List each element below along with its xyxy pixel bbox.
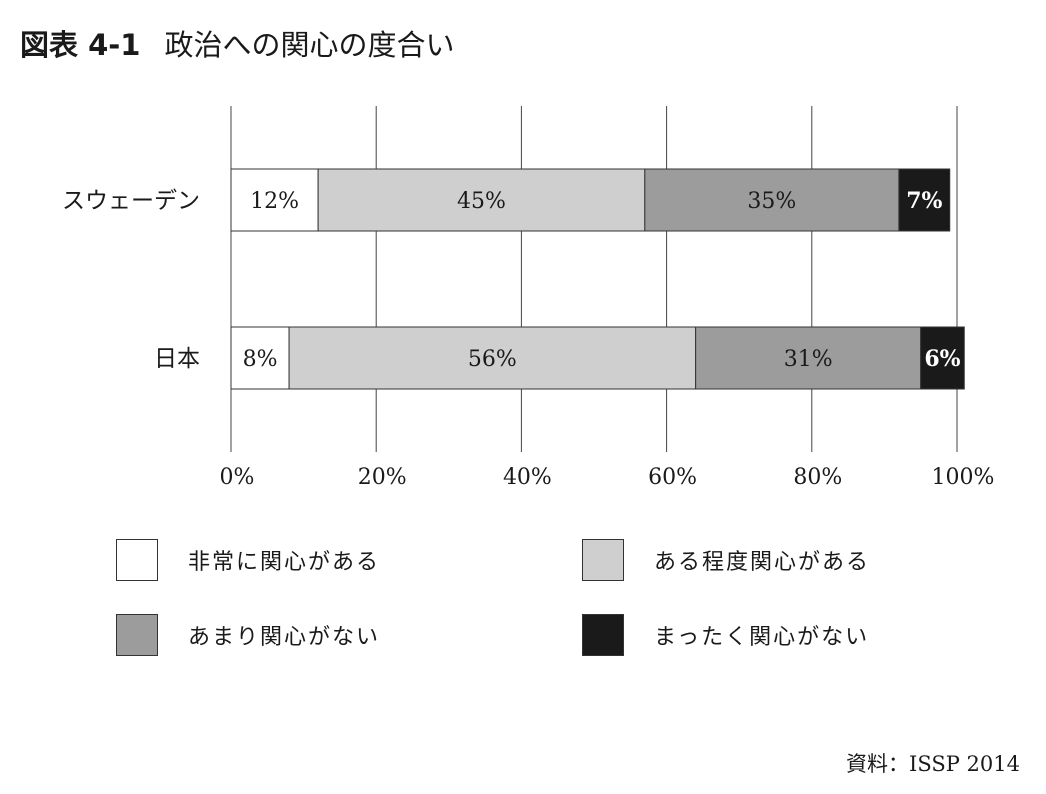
bar-segment-1-1 bbox=[288, 326, 697, 390]
x-tick-label-4: 80% bbox=[793, 465, 842, 490]
data-label-0-2: 35% bbox=[747, 189, 796, 214]
x-tick-label-5: 100% bbox=[932, 465, 995, 490]
stacked-bar-chart: 12% 45% 35% 7% スウェーデン 8% 56% 31% 6% 日本 0% 20% 40% 60%… bbox=[62, 106, 995, 490]
data-label-0-0: 12% bbox=[250, 189, 299, 214]
figure-number: 図表 4-1 bbox=[20, 28, 141, 62]
bar-segment-0-1 bbox=[317, 168, 646, 232]
legend-item-not-very-interested: あまり関心がない bbox=[116, 613, 380, 657]
bar-segment-1-3 bbox=[920, 326, 965, 390]
legend-swatch-very-interested bbox=[116, 539, 158, 581]
legend-item-not-interested-at-all: まったく関心がない bbox=[582, 613, 869, 657]
legend-label-very-interested: 非常に関心がある bbox=[188, 550, 381, 575]
legend-swatch-somewhat-interested bbox=[582, 539, 624, 581]
legend-item-very-interested: 非常に関心がある bbox=[116, 538, 380, 582]
category-label-1: 日本 bbox=[154, 346, 200, 372]
data-label-0-3: 7% bbox=[906, 188, 942, 214]
bar-segment-0-0 bbox=[230, 168, 319, 232]
bar-segment-0-2 bbox=[644, 168, 900, 232]
data-label-0-1: 45% bbox=[457, 189, 506, 214]
x-tick-label-0: 0% bbox=[220, 465, 255, 490]
legend-swatch-not-very-interested bbox=[116, 614, 158, 656]
data-label-1-3: 6% bbox=[924, 346, 960, 372]
x-tick-label-3: 60% bbox=[648, 465, 697, 490]
data-label-1-0: 8% bbox=[243, 347, 278, 372]
bar-segment-0-3 bbox=[898, 168, 951, 232]
figure-title: 政治への関心の度合い bbox=[164, 28, 455, 62]
category-label-0: スウェーデン bbox=[62, 188, 200, 214]
chart-title: 図表 4-1 政治への関心の度合い bbox=[20, 22, 455, 64]
bar-segment-1-0 bbox=[230, 326, 290, 390]
legend-swatch-not-interested-at-all bbox=[582, 614, 624, 656]
data-label-1-1: 56% bbox=[468, 347, 517, 372]
legend-label-not-interested-at-all: まったく関心がない bbox=[654, 625, 870, 650]
x-tick-label-2: 40% bbox=[503, 465, 552, 490]
x-tick-label-1: 20% bbox=[358, 465, 407, 490]
legend-item-somewhat-interested: ある程度関心がある bbox=[582, 538, 870, 582]
legend-label-not-very-interested: あまり関心がない bbox=[188, 625, 381, 650]
legend-label-somewhat-interested: ある程度関心がある bbox=[654, 550, 871, 575]
bar-segment-1-2 bbox=[695, 326, 922, 390]
data-label-1-2: 31% bbox=[784, 347, 833, 372]
source-note: 資料：ISSP 2014 bbox=[846, 752, 1020, 776]
